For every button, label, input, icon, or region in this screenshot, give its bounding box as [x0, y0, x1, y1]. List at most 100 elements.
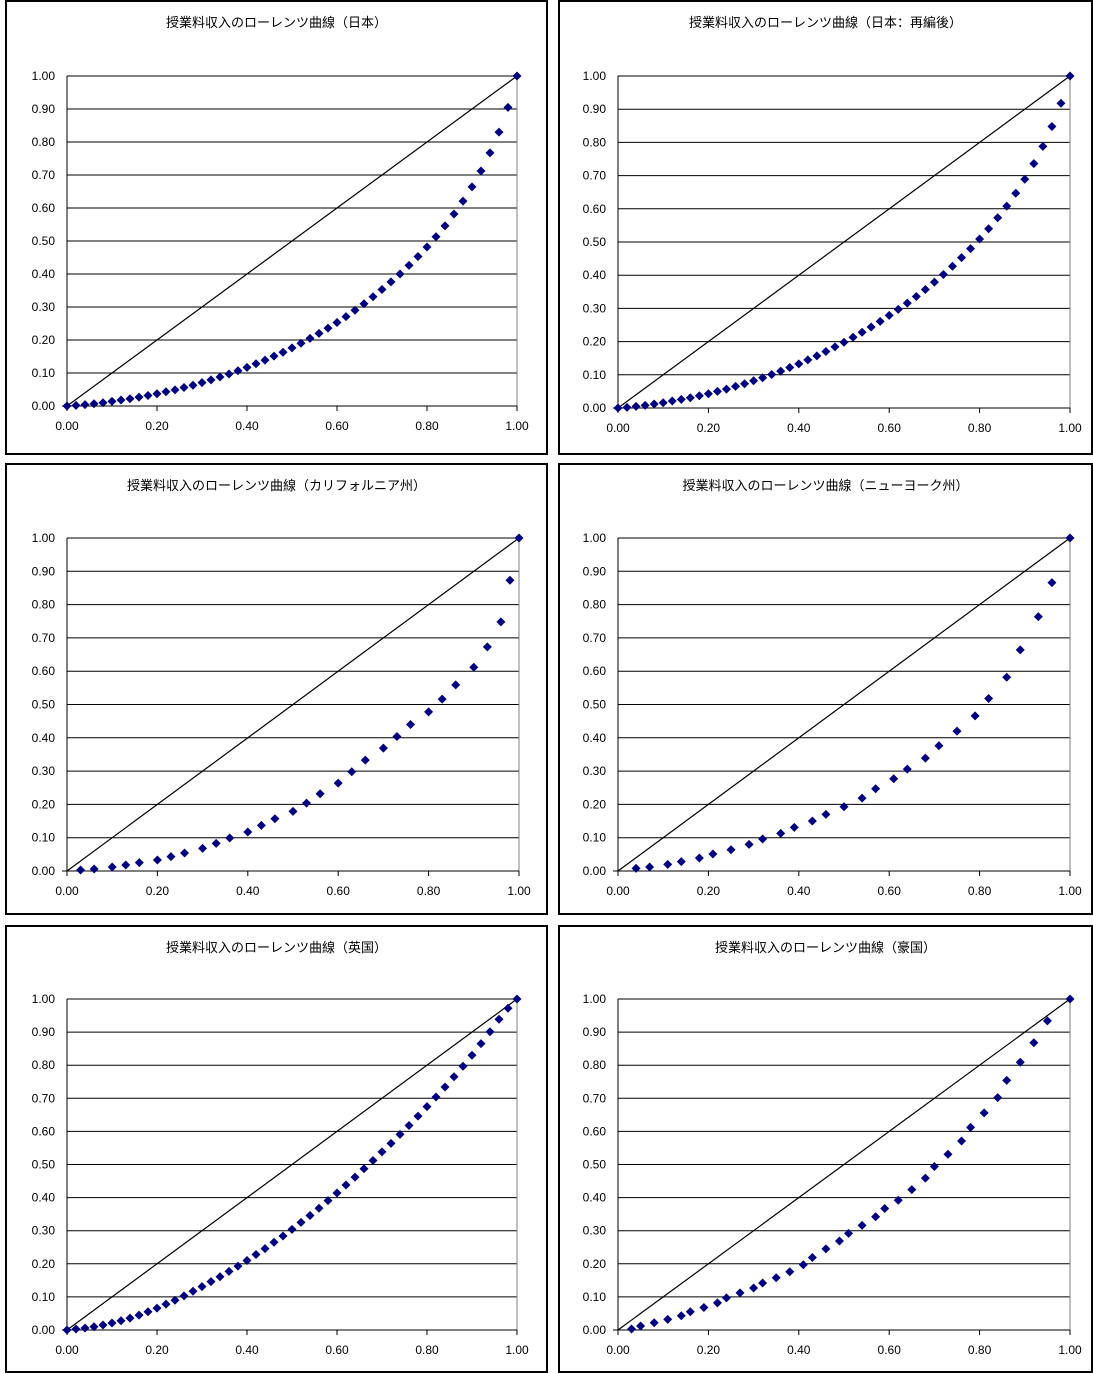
y-tick-label: 0.40: [583, 1191, 607, 1205]
data-point: [431, 1092, 441, 1102]
x-tick-label: 0.40: [236, 884, 260, 898]
y-tick-label: 0.70: [583, 631, 607, 645]
data-point: [676, 394, 686, 404]
x-tick-label: 0.00: [55, 1343, 79, 1357]
data-point: [107, 1318, 117, 1328]
data-point: [744, 839, 754, 849]
y-tick-label: 0.10: [583, 368, 607, 382]
data-point: [198, 843, 208, 853]
data-point: [794, 359, 804, 369]
y-tick-label: 0.30: [32, 764, 56, 778]
data-point: [347, 767, 357, 777]
y-tick-label: 0.60: [32, 201, 56, 215]
data-point: [984, 224, 994, 234]
data-point: [215, 1272, 225, 1282]
data-point: [341, 312, 351, 322]
y-tick-label: 0.20: [32, 1257, 56, 1271]
data-point: [771, 1273, 781, 1283]
data-point: [188, 1286, 198, 1296]
data-point: [404, 260, 414, 270]
y-tick-label: 0.60: [32, 1124, 56, 1138]
data-point: [749, 376, 759, 386]
data-point: [920, 284, 930, 294]
y-tick-label: 0.40: [32, 1191, 56, 1205]
y-tick-label: 0.50: [32, 234, 56, 248]
data-point: [957, 1136, 967, 1146]
data-point: [658, 398, 668, 408]
y-tick-label: 0.80: [583, 135, 607, 149]
data-point: [1002, 201, 1012, 211]
data-point: [776, 828, 786, 838]
data-point: [482, 642, 492, 652]
y-tick-label: 0.70: [32, 631, 56, 645]
y-tick-label: 0.60: [583, 664, 607, 678]
y-tick-label: 0.00: [583, 401, 607, 415]
y-tick-label: 1.00: [583, 69, 607, 83]
y-tick-label: 0.20: [583, 797, 607, 811]
data-point: [422, 1102, 432, 1112]
data-point: [107, 862, 117, 872]
data-point: [1002, 1075, 1012, 1085]
x-tick-label: 0.20: [145, 1343, 169, 1357]
data-point: [71, 400, 81, 410]
data-point: [496, 617, 506, 627]
data-point: [315, 789, 325, 799]
data-point: [907, 1185, 917, 1195]
x-tick-label: 1.00: [507, 884, 531, 898]
chart-title: 授業料収入のローレンツ曲線（日本：再編後）: [688, 16, 962, 31]
data-point: [206, 1277, 216, 1287]
data-point: [89, 1322, 99, 1332]
y-tick-label: 0.90: [583, 564, 607, 578]
data-point: [1033, 612, 1043, 622]
data-point: [767, 369, 777, 379]
y-tick-label: 0.10: [583, 831, 607, 845]
data-point: [703, 389, 713, 399]
data-point: [902, 764, 912, 774]
chart-svg: 0.00 0.10 0.20 0.30 0.40 0.50 0.60 0.70 0.80 0.90…: [32, 69, 529, 433]
x-tick-label: 0.00: [606, 884, 630, 898]
data-point: [663, 1314, 673, 1324]
data-point: [288, 806, 298, 816]
data-point: [649, 399, 659, 409]
data-point: [179, 1291, 189, 1301]
y-tick-label: 0.10: [32, 831, 56, 845]
y-tick-label: 0.30: [583, 764, 607, 778]
data-point: [305, 333, 315, 343]
data-point: [350, 1172, 360, 1182]
data-point: [395, 1129, 405, 1139]
y-tick-label: 0.50: [583, 1158, 607, 1172]
data-point: [785, 362, 795, 372]
data-point: [76, 865, 86, 875]
data-point: [821, 809, 831, 819]
data-point: [889, 774, 899, 784]
data-point: [377, 285, 387, 295]
data-point: [242, 362, 252, 372]
data-point: [645, 862, 655, 872]
y-tick-label: 1.00: [32, 992, 56, 1006]
data-point: [302, 798, 312, 808]
y-tick-label: 1.00: [32, 69, 56, 83]
data-point: [494, 1014, 504, 1024]
data-point: [798, 1260, 808, 1270]
y-tick-label: 0.80: [583, 1058, 607, 1072]
data-point: [287, 343, 297, 353]
x-tick-label: 1.00: [1058, 421, 1082, 435]
data-point: [934, 741, 944, 751]
data-point: [1020, 174, 1030, 184]
data-point: [458, 196, 468, 206]
y-tick-label: 0.40: [583, 731, 607, 745]
data-point: [242, 1255, 252, 1265]
data-point: [166, 852, 176, 862]
data-point: [71, 1324, 81, 1334]
data-point: [404, 1120, 414, 1130]
data-point: [62, 1325, 72, 1335]
data-point: [211, 838, 221, 848]
x-tick-label: 0.00: [55, 884, 79, 898]
data-point: [377, 1147, 387, 1157]
data-point: [1065, 994, 1075, 1004]
data-point: [1011, 188, 1021, 198]
data-point: [359, 299, 369, 309]
data-point: [789, 822, 799, 832]
y-tick-label: 0.90: [32, 1025, 56, 1039]
data-point: [206, 375, 216, 385]
